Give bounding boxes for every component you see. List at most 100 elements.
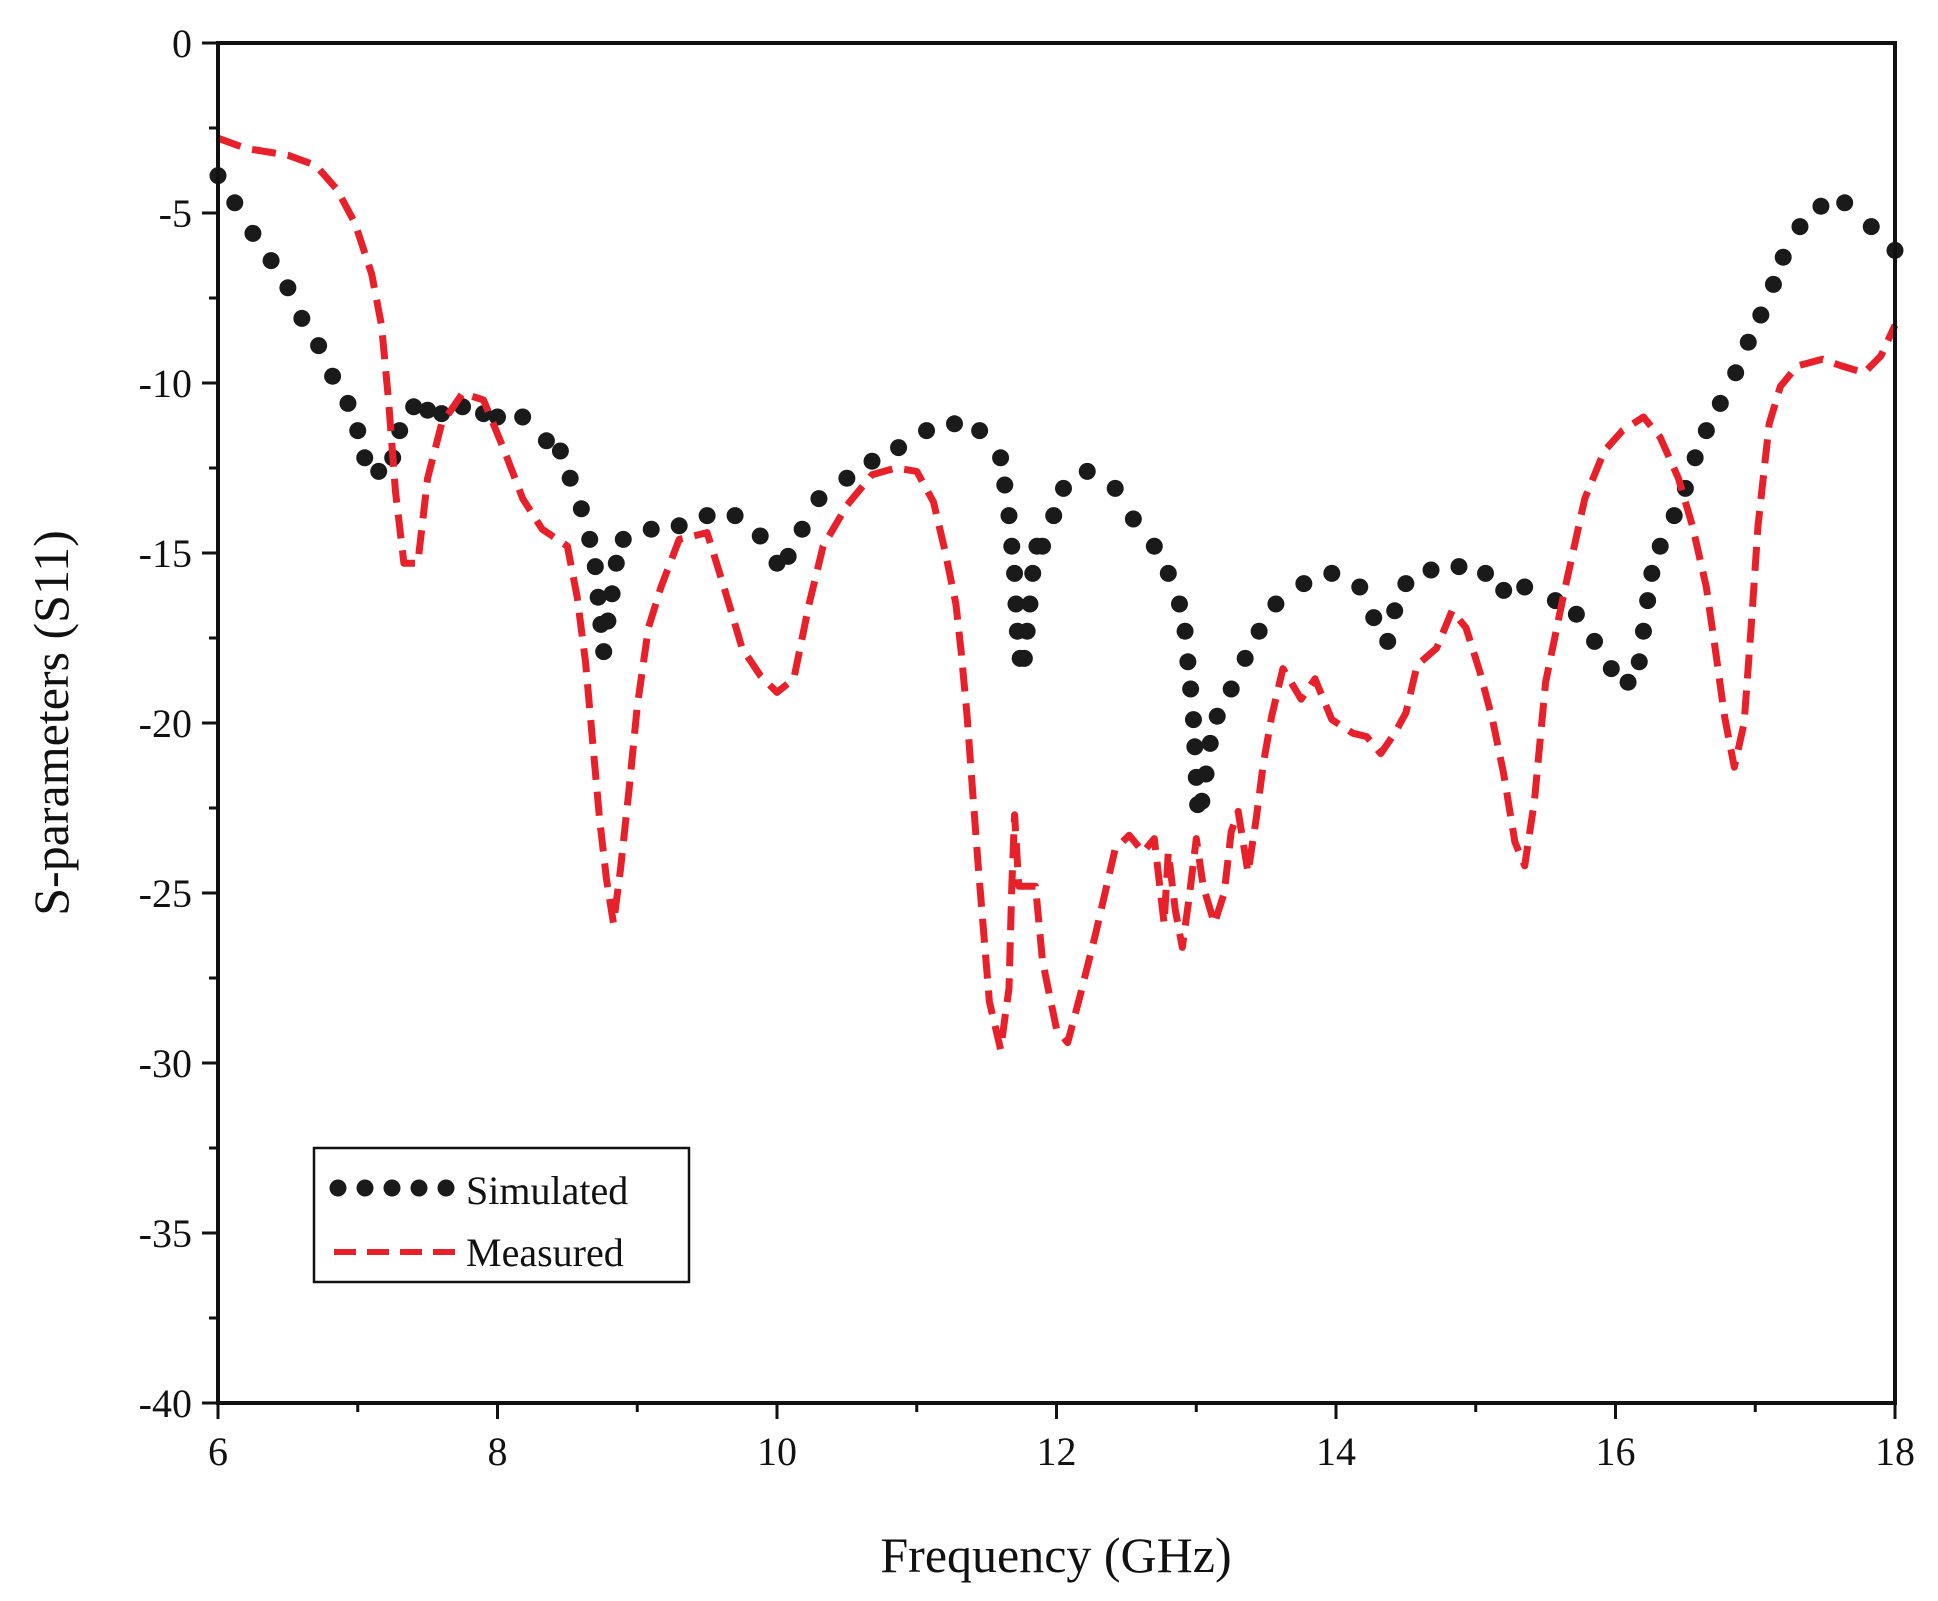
legend-simulated-dot xyxy=(410,1179,428,1197)
simulated-point xyxy=(1643,564,1661,582)
simulated-point xyxy=(1018,622,1036,640)
legend-simulated-dot xyxy=(356,1179,374,1197)
simulated-point xyxy=(244,224,262,242)
simulated-point xyxy=(726,507,744,525)
simulated-point xyxy=(1739,333,1757,351)
legend-simulated-dot xyxy=(437,1179,455,1197)
simulated-point xyxy=(1021,595,1039,613)
simulated-point xyxy=(1170,595,1188,613)
simulated-point xyxy=(1024,564,1042,582)
simulated-point xyxy=(1006,564,1024,582)
simulated-point xyxy=(514,408,532,426)
simulated-point xyxy=(838,469,856,487)
simulated-point xyxy=(642,520,660,538)
simulated-point xyxy=(537,432,555,450)
simulated-point xyxy=(586,558,604,576)
simulated-point xyxy=(1791,218,1809,236)
y-tick-label: -40 xyxy=(139,1381,192,1426)
y-tick-label: -20 xyxy=(139,701,192,746)
simulated-point xyxy=(324,367,342,385)
simulated-point xyxy=(339,394,357,412)
simulated-point xyxy=(405,398,423,416)
simulated-point xyxy=(1477,564,1495,582)
x-tick-label: 18 xyxy=(1875,1429,1915,1474)
simulated-point xyxy=(1665,507,1683,525)
simulated-point xyxy=(1106,479,1124,497)
legend-measured-label: Measured xyxy=(466,1230,624,1275)
simulated-point xyxy=(370,462,388,480)
simulated-point xyxy=(810,490,828,508)
simulated-point xyxy=(1764,275,1782,293)
y-tick-label: -30 xyxy=(139,1041,192,1086)
simulated-point xyxy=(918,422,936,440)
simulated-point xyxy=(992,449,1010,467)
simulated-point xyxy=(1651,537,1669,555)
simulated-point xyxy=(1727,364,1745,382)
simulated-point xyxy=(1159,564,1177,582)
simulated-point xyxy=(751,527,769,545)
simulated-point xyxy=(1000,507,1018,525)
simulated-point xyxy=(1567,605,1585,623)
simulated-point xyxy=(1450,558,1468,576)
simulated-point xyxy=(1752,306,1770,324)
simulated-point xyxy=(890,439,908,457)
simulated-point xyxy=(945,415,963,433)
simulated-point xyxy=(1197,765,1215,783)
simulated-point xyxy=(1422,561,1440,579)
simulated-point xyxy=(1208,707,1226,725)
simulated-point xyxy=(1179,653,1197,671)
simulated-point xyxy=(996,476,1014,494)
simulated-point xyxy=(614,530,632,548)
simulated-point xyxy=(1397,575,1415,593)
simulated-point xyxy=(1034,537,1052,555)
simulated-point xyxy=(391,422,409,440)
simulated-point xyxy=(698,507,716,525)
simulated-point xyxy=(1862,218,1880,236)
simulated-point xyxy=(1193,792,1211,810)
x-tick-label: 10 xyxy=(757,1429,797,1474)
simulated-point xyxy=(1379,632,1397,650)
simulated-point xyxy=(581,530,599,548)
simulated-point xyxy=(1267,595,1285,613)
simulated-point xyxy=(1495,581,1513,599)
y-tick-label: -15 xyxy=(139,531,192,576)
simulated-point xyxy=(1186,738,1204,756)
simulated-point xyxy=(310,337,328,355)
simulated-point xyxy=(293,309,311,327)
simulated-point xyxy=(551,442,569,460)
simulated-point xyxy=(607,554,625,572)
measured-line xyxy=(216,134,1899,1053)
legend-simulated-marker xyxy=(329,1179,455,1197)
simulated-point xyxy=(1078,462,1096,480)
simulated-point xyxy=(1630,653,1648,671)
simulated-point xyxy=(1686,449,1704,467)
simulated-point xyxy=(561,469,579,487)
simulated-point xyxy=(1250,622,1268,640)
simulated-point xyxy=(433,405,451,423)
y-axis-title: S-parameters (S11) xyxy=(23,530,79,916)
simulated-point xyxy=(572,500,590,518)
x-tick-label: 8 xyxy=(488,1429,508,1474)
simulated-point xyxy=(1711,394,1729,412)
simulated-point xyxy=(1201,734,1219,752)
simulated-point xyxy=(1365,609,1383,627)
legend-simulated-dot xyxy=(383,1179,401,1197)
simulated-point xyxy=(1054,479,1072,497)
simulated-point xyxy=(1774,248,1792,266)
simulated-point xyxy=(1323,564,1341,582)
simulated-point xyxy=(1619,673,1637,691)
simulated-point xyxy=(1176,622,1194,640)
simulated-point xyxy=(1351,578,1369,596)
simulated-point xyxy=(1145,537,1163,555)
simulated-point xyxy=(1697,422,1715,440)
simulated-point xyxy=(1836,194,1854,212)
x-tick-label: 14 xyxy=(1316,1429,1356,1474)
simulated-point xyxy=(1236,649,1254,667)
simulated-point xyxy=(779,547,797,565)
simulated-point xyxy=(349,422,367,440)
y-tick-label: 0 xyxy=(172,21,192,66)
y-tick-label: -10 xyxy=(139,361,192,406)
simulated-point xyxy=(971,422,989,440)
